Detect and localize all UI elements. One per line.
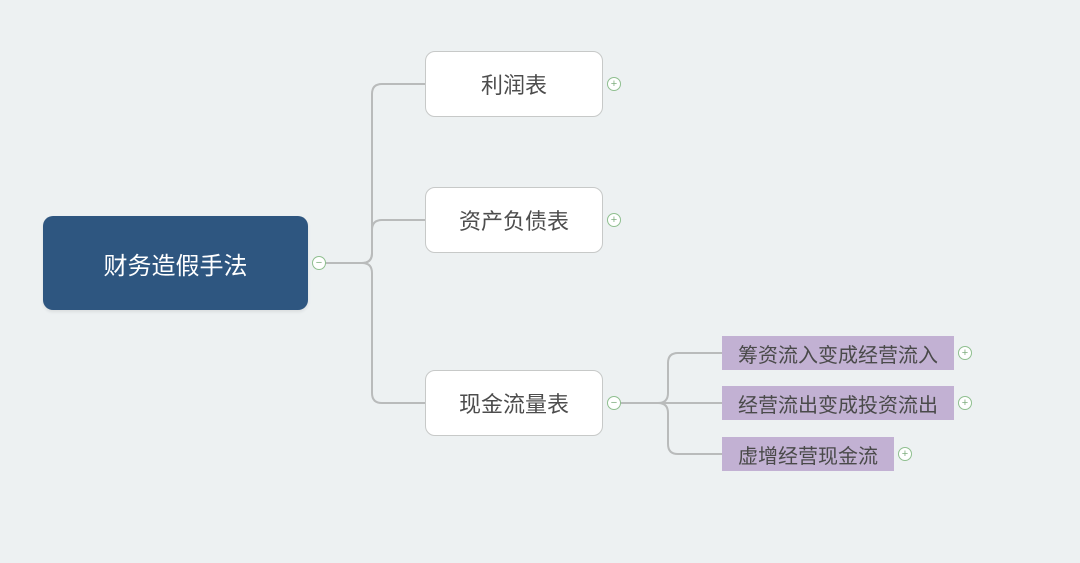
minus-icon: −: [611, 397, 617, 409]
leaf-operating-toggle[interactable]: +: [958, 396, 972, 410]
branch-balance-toggle[interactable]: +: [607, 213, 621, 227]
root-toggle[interactable]: −: [312, 256, 326, 270]
root-node[interactable]: 财务造假手法: [43, 216, 308, 310]
leaf-inflate-toggle[interactable]: +: [898, 447, 912, 461]
leaf-financing-toggle[interactable]: +: [958, 346, 972, 360]
leaf-label: 筹资流入变成经营流入: [738, 339, 938, 368]
leaf-label: 虚增经营现金流: [738, 440, 878, 469]
leaf-operating-to-investing[interactable]: 经营流出变成投资流出: [722, 386, 954, 420]
leaf-financing-to-operating[interactable]: 筹资流入变成经营流入: [722, 336, 954, 370]
plus-icon: +: [962, 347, 968, 359]
branch-balance[interactable]: 资产负债表: [425, 187, 603, 253]
plus-icon: +: [611, 78, 617, 90]
plus-icon: +: [902, 448, 908, 460]
branch-income-toggle[interactable]: +: [607, 77, 621, 91]
leaf-label: 经营流出变成投资流出: [738, 389, 938, 418]
leaf-inflate-cashflow[interactable]: 虚增经营现金流: [722, 437, 894, 471]
branch-income-label: 利润表: [481, 68, 547, 100]
plus-icon: +: [962, 397, 968, 409]
branch-income[interactable]: 利润表: [425, 51, 603, 117]
branch-cashflow-toggle[interactable]: −: [607, 396, 621, 410]
root-label: 财务造假手法: [104, 246, 248, 281]
branch-balance-label: 资产负债表: [459, 204, 569, 236]
branch-cashflow[interactable]: 现金流量表: [425, 370, 603, 436]
branch-cashflow-label: 现金流量表: [459, 387, 569, 419]
plus-icon: +: [611, 214, 617, 226]
minus-icon: −: [316, 257, 322, 269]
